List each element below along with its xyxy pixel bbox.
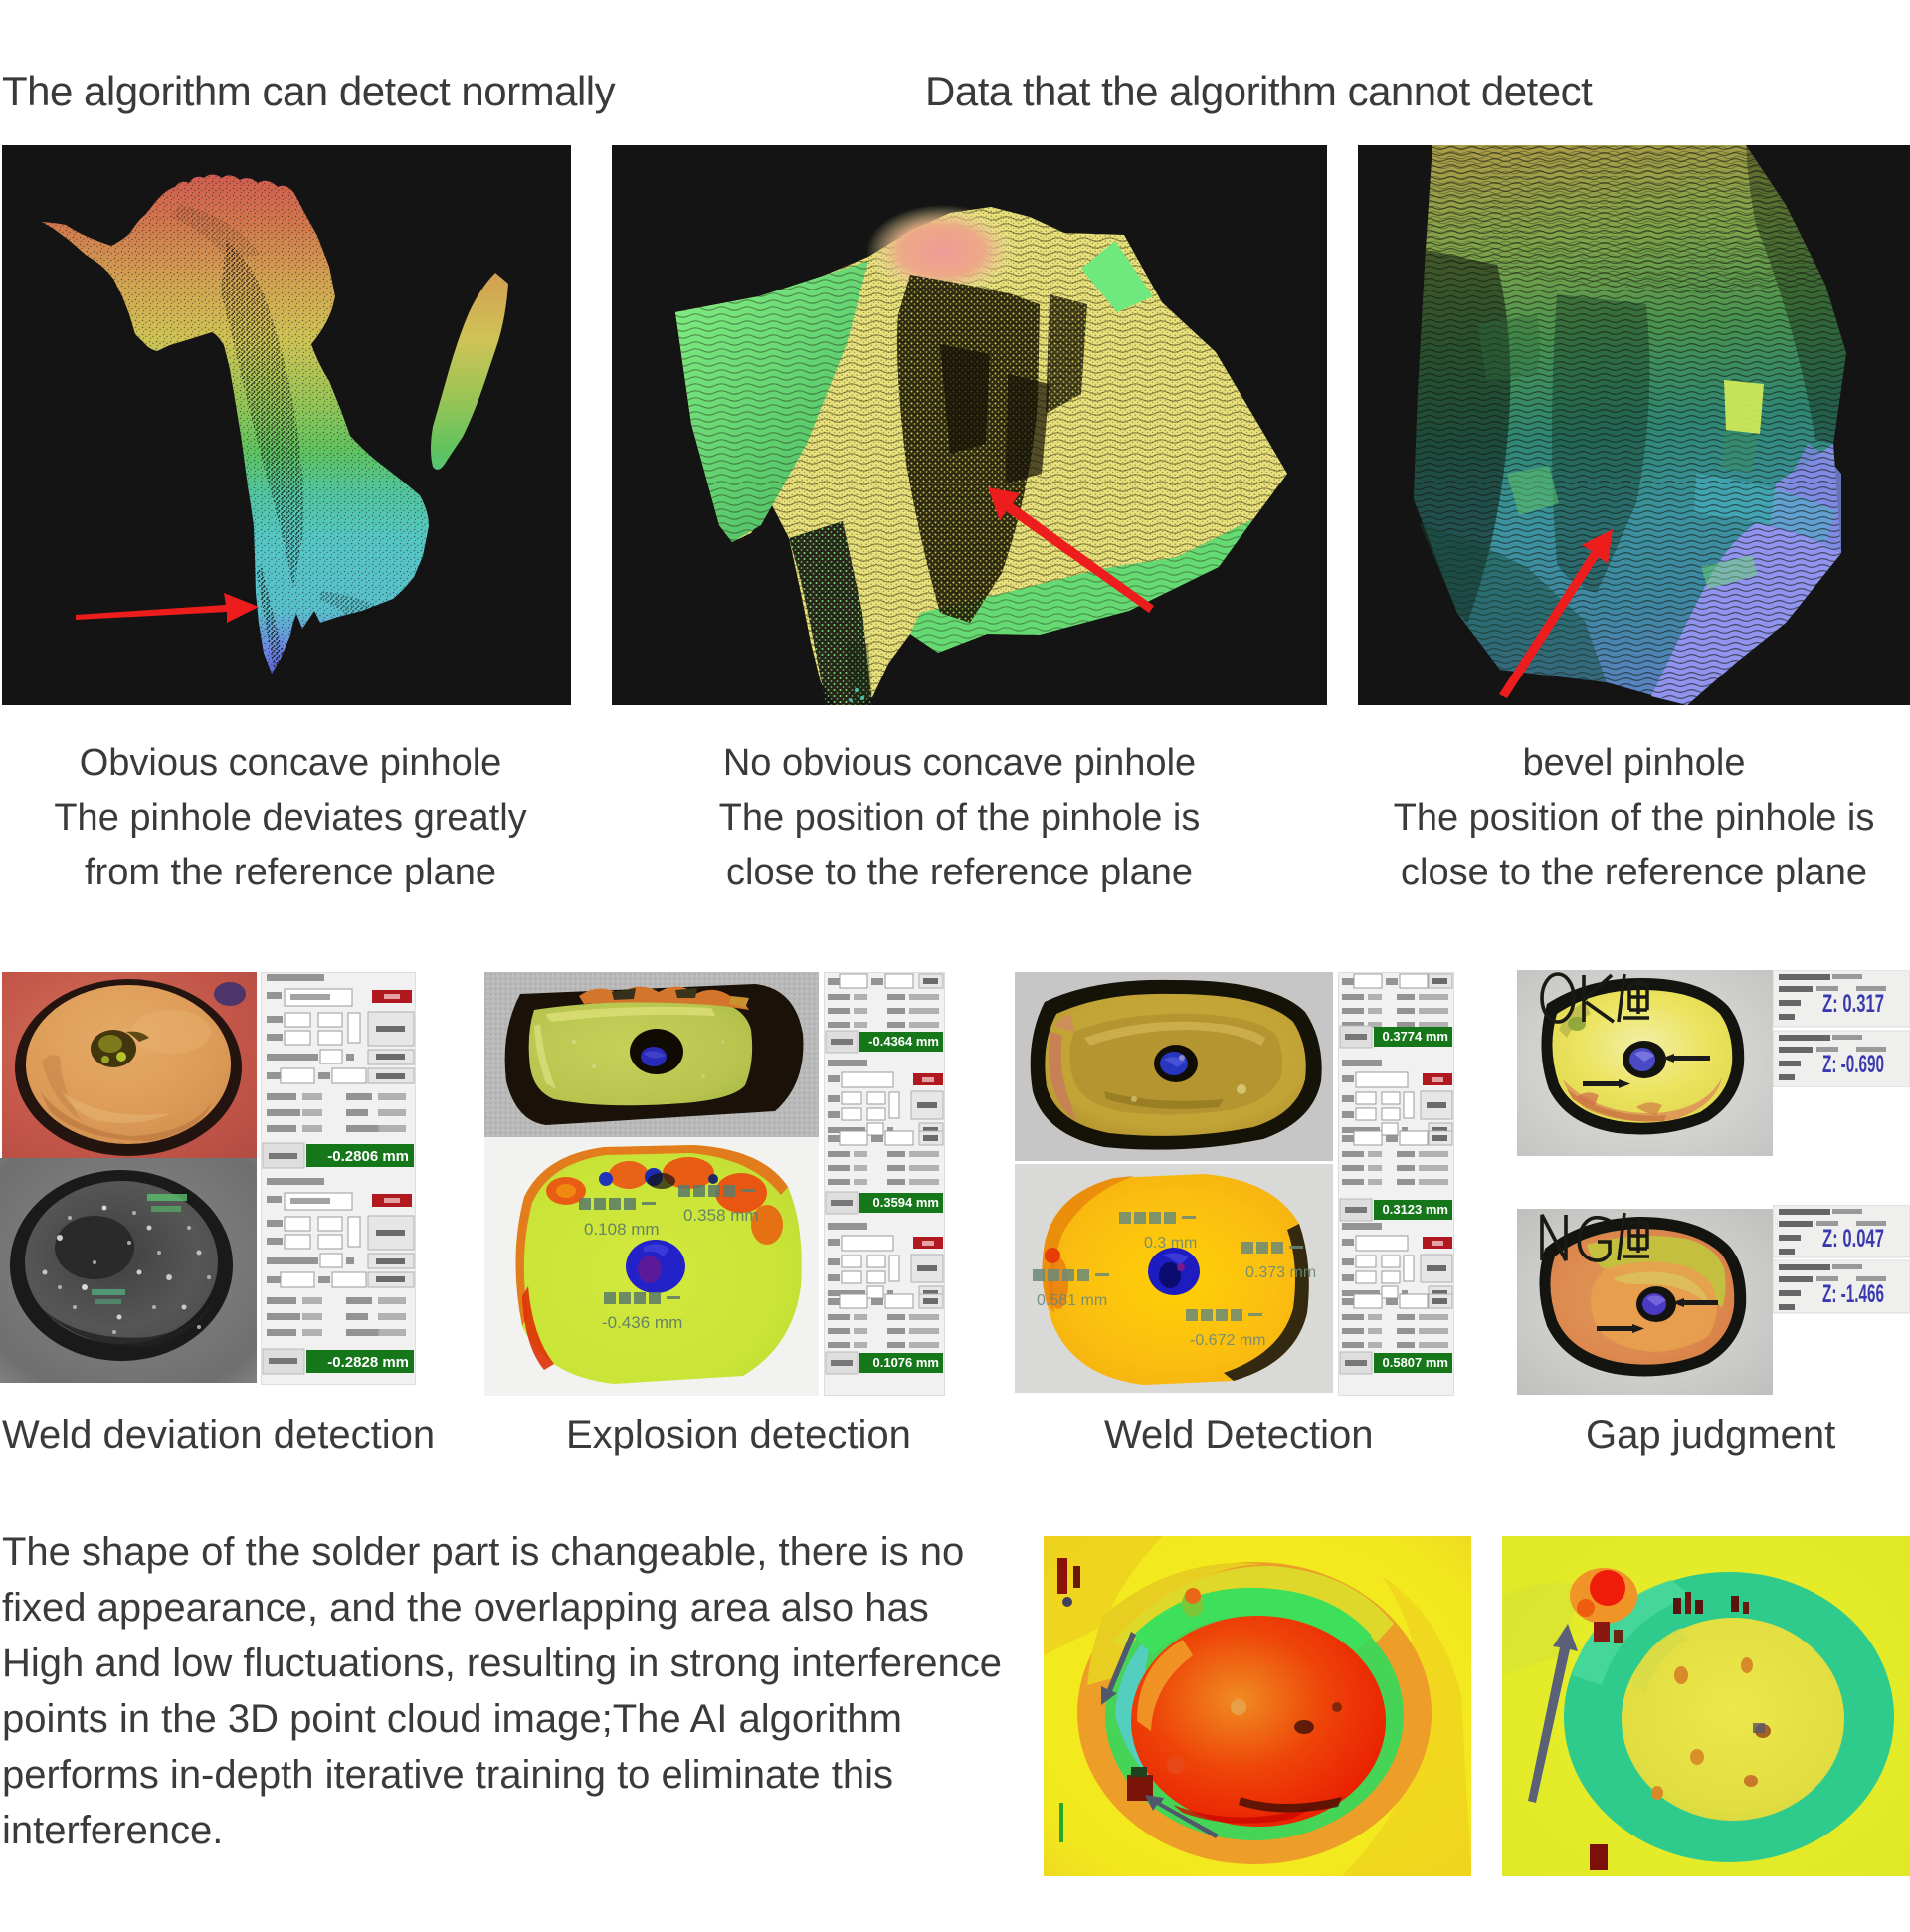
svg-text:-0.672 mm: -0.672 mm <box>1190 1332 1265 1349</box>
svg-text:-0.4364 mm: -0.4364 mm <box>868 1034 939 1049</box>
svg-text:0.581 mm: 0.581 mm <box>1037 1292 1107 1309</box>
svg-text:0.3123 mm: 0.3123 mm <box>1383 1202 1449 1217</box>
svg-text:-0.436 mm: -0.436 mm <box>602 1313 682 1332</box>
svg-text:0.358 mm: 0.358 mm <box>683 1206 759 1225</box>
svg-text:0.5807 mm: 0.5807 mm <box>1383 1355 1449 1370</box>
svg-text:Z: -1.466: Z: -1.466 <box>1822 1280 1884 1308</box>
svg-text:-0.2806 mm: -0.2806 mm <box>327 1148 409 1165</box>
svg-text:0.1076 mm: 0.1076 mm <box>873 1355 940 1370</box>
svg-text:0.3774 mm: 0.3774 mm <box>1383 1029 1449 1044</box>
svg-text:Z: 0.317: Z: 0.317 <box>1822 990 1884 1018</box>
svg-text:Z: 0.047: Z: 0.047 <box>1822 1225 1884 1253</box>
svg-text:0.3594 mm: 0.3594 mm <box>873 1195 940 1210</box>
svg-text:-0.2828 mm: -0.2828 mm <box>327 1354 409 1371</box>
svg-text:0.373 mm: 0.373 mm <box>1245 1264 1316 1281</box>
svg-text:Z: -0.690: Z: -0.690 <box>1822 1051 1884 1078</box>
svg-text:0.3 mm: 0.3 mm <box>1144 1235 1197 1252</box>
svg-text:0.108 mm: 0.108 mm <box>584 1220 660 1239</box>
